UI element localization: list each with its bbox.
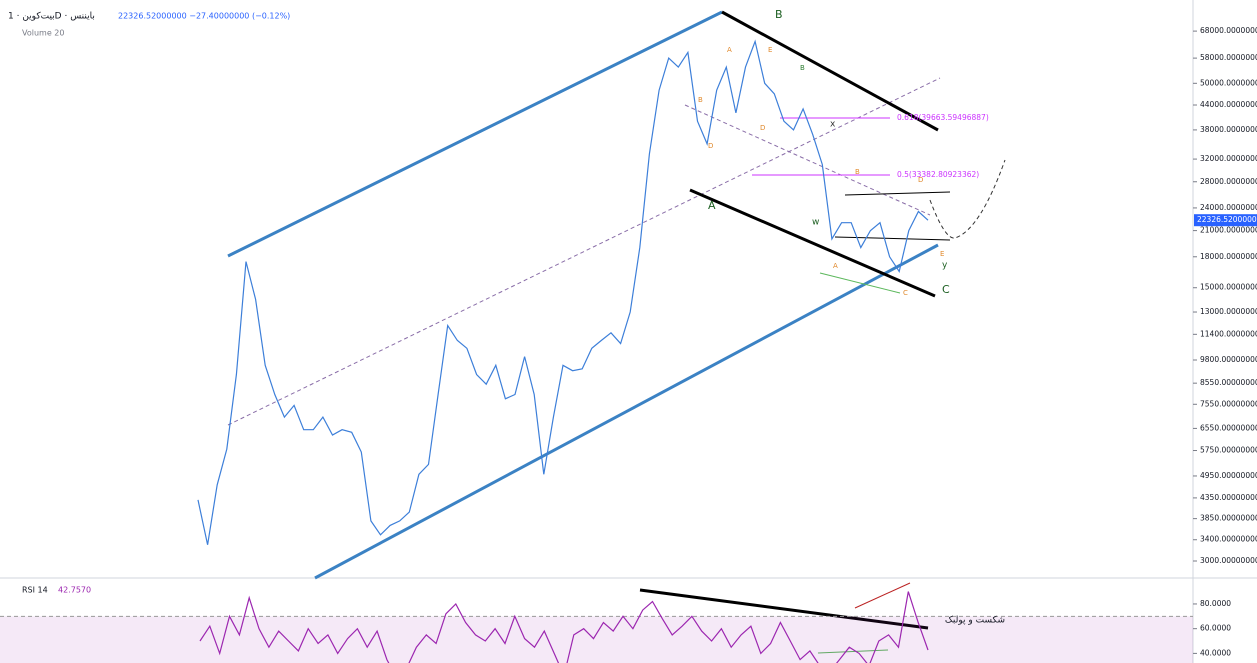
wave-label: D <box>918 176 923 184</box>
y-tick-label: 4350.00000000 <box>1200 493 1257 502</box>
wave-label: x <box>830 120 836 130</box>
y-tick-label: 38000.00000000 <box>1200 125 1257 134</box>
trend-c <box>689 188 936 298</box>
channel-top <box>227 10 723 258</box>
y-tick-label: 28000.00000000 <box>1200 177 1257 186</box>
projection <box>929 159 1006 239</box>
wave-label: w <box>812 218 819 228</box>
triangle-bottom <box>834 236 951 241</box>
y-tick-label: 7550.00000000 <box>1200 399 1257 408</box>
y-tick-label: 40.0000 <box>1200 648 1231 657</box>
y-tick-label: 3850.00000000 <box>1200 514 1257 523</box>
volume-legend: Volume 20 <box>22 29 64 38</box>
wave-label: C <box>942 283 950 296</box>
y-tick-label: 24000.00000000 <box>1200 203 1257 212</box>
channel-mid <box>227 77 941 426</box>
wave-label: B <box>775 8 783 21</box>
trend-b <box>721 10 939 132</box>
y-tick-label: 18000.00000000 <box>1200 252 1257 261</box>
y-tick-label: 21000.00000000 <box>1200 226 1257 235</box>
wave-label: 0.5(33382.80923362) <box>897 170 979 179</box>
wave-label: B <box>855 168 860 176</box>
y-tick-label: 11400.00000000 <box>1200 329 1257 338</box>
wave-label: A <box>727 46 732 54</box>
y-tick-label: 68000.00000000 <box>1200 26 1257 35</box>
price-pane: 68000.00000000 58000.00000000 50000.000000… <box>197 8 1257 565</box>
wave-label: B <box>698 96 703 104</box>
rsi-band <box>0 616 1193 663</box>
wave-label: E <box>940 250 944 258</box>
y-tick-label: 9800.00000000 <box>1200 355 1257 364</box>
y-tick-label: 58000.00000000 <box>1200 53 1257 62</box>
series-line <box>197 39 929 545</box>
y-tick-label: 32000.00000000 <box>1200 154 1257 163</box>
y-tick-label: 60.0000 <box>1200 624 1231 633</box>
rsi-arrow-up <box>854 582 911 609</box>
y-tick-label: 8550.00000000 <box>1200 378 1257 387</box>
rsi-trend <box>639 588 929 630</box>
price-change: 22326.52000000 −27.40000000 (−0.12%) <box>118 12 290 21</box>
wave-label: B <box>800 64 805 72</box>
rsi-value: 42.7570 <box>58 586 91 595</box>
wave-label: A <box>708 199 716 212</box>
wave-label: A <box>833 262 838 270</box>
y-tick-label: 15000.00000000 <box>1200 283 1257 292</box>
series-line <box>199 591 929 663</box>
wave-label: D <box>760 124 765 132</box>
symbol-title: بیت‌کوین · 1D · بایننس <box>8 12 95 22</box>
wave-label: 0.618(39663.59496887) <box>897 113 989 122</box>
wave-label: y <box>942 261 948 271</box>
last-price-box <box>1194 214 1257 227</box>
rsi-arrow <box>817 649 889 654</box>
y-tick-label: 6550.00000000 <box>1200 423 1257 432</box>
y-tick-label: 4950.00000000 <box>1200 471 1257 480</box>
wave-label: C <box>903 289 908 297</box>
rsi-title: RSI 14 <box>22 586 48 595</box>
last-price-label: 22326.52000000 <box>1197 215 1257 224</box>
divergence-price <box>819 272 901 294</box>
rsi-annotation: شکست و پولبک <box>945 616 1005 626</box>
y-tick-label: 80.0000 <box>1200 599 1231 608</box>
y-tick-label: 13000.00000000 <box>1200 307 1257 316</box>
y-tick-label: 50000.00000000 <box>1200 78 1257 87</box>
y-tick-label: 3400.00000000 <box>1200 535 1257 544</box>
wave-label: E <box>768 46 772 54</box>
y-tick-label: 5750.00000000 <box>1200 446 1257 455</box>
y-tick-label: 44000.00000000 <box>1200 100 1257 109</box>
wave-label: D <box>708 142 713 150</box>
drawings <box>227 10 1006 654</box>
trend-dash <box>684 104 931 216</box>
triangle-top <box>844 191 951 196</box>
channel-bottom <box>314 243 939 580</box>
y-tick-label: 3000.00000000 <box>1200 556 1257 565</box>
